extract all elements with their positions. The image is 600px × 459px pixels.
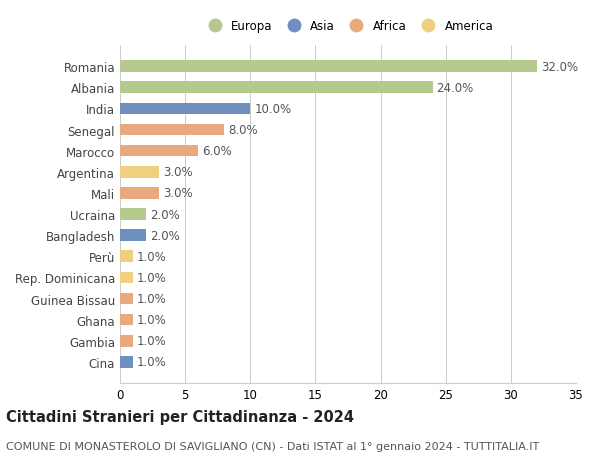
Legend: Europa, Asia, Africa, America: Europa, Asia, Africa, America xyxy=(200,18,496,36)
Bar xyxy=(120,188,159,199)
Bar xyxy=(120,356,133,368)
Text: COMUNE DI MONASTEROLO DI SAVIGLIANO (CN) - Dati ISTAT al 1° gennaio 2024 - TUTTI: COMUNE DI MONASTEROLO DI SAVIGLIANO (CN)… xyxy=(6,441,539,451)
Text: 1.0%: 1.0% xyxy=(137,271,167,284)
Bar xyxy=(120,230,146,241)
Text: 1.0%: 1.0% xyxy=(137,313,167,326)
Text: 3.0%: 3.0% xyxy=(163,187,193,200)
Bar xyxy=(120,272,133,284)
Text: 1.0%: 1.0% xyxy=(137,356,167,369)
Bar xyxy=(120,167,159,178)
Bar xyxy=(120,103,250,115)
Text: 3.0%: 3.0% xyxy=(163,166,193,179)
Bar xyxy=(120,335,133,347)
Bar xyxy=(120,293,133,305)
Text: 8.0%: 8.0% xyxy=(228,124,258,137)
Bar xyxy=(120,146,198,157)
Text: 10.0%: 10.0% xyxy=(254,103,292,116)
Bar xyxy=(120,124,224,136)
Text: 2.0%: 2.0% xyxy=(150,229,180,242)
Text: 1.0%: 1.0% xyxy=(137,335,167,347)
Text: 2.0%: 2.0% xyxy=(150,208,180,221)
Text: 1.0%: 1.0% xyxy=(137,250,167,263)
Text: 6.0%: 6.0% xyxy=(202,145,232,158)
Text: Cittadini Stranieri per Cittadinanza - 2024: Cittadini Stranieri per Cittadinanza - 2… xyxy=(6,409,354,425)
Text: 32.0%: 32.0% xyxy=(541,61,578,73)
Bar xyxy=(120,209,146,220)
Text: 1.0%: 1.0% xyxy=(137,292,167,305)
Text: 24.0%: 24.0% xyxy=(437,82,474,95)
Bar xyxy=(120,251,133,263)
Bar xyxy=(120,61,537,73)
Bar xyxy=(120,82,433,94)
Bar xyxy=(120,314,133,326)
